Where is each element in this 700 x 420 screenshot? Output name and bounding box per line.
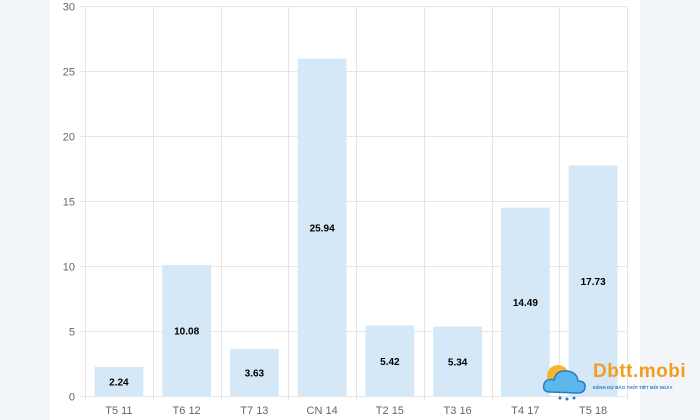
data-label: 3.63	[245, 368, 265, 379]
x-tick-label: T5 18	[579, 405, 607, 417]
bar	[568, 165, 618, 396]
data-label: 2.24	[109, 377, 129, 388]
x-tick-label: CN 14	[307, 405, 338, 417]
watermark-tagline: KÊNH DỰ BÁO THỜI TIẾT MỖI NGÀY	[593, 385, 673, 390]
x-tick-label: T7 13	[240, 405, 268, 417]
x-tick-label: T2 15	[376, 405, 404, 417]
x-tick-label: T5 11	[105, 405, 132, 417]
bar	[297, 58, 347, 396]
bar	[94, 366, 144, 396]
y-tick-label: 20	[63, 132, 75, 144]
data-label: 5.34	[448, 357, 468, 368]
y-tick-label: 10	[63, 262, 75, 274]
y-tick-label: 5	[69, 327, 75, 339]
data-label: 5.42	[380, 357, 400, 368]
bar	[433, 326, 483, 396]
bar	[365, 325, 415, 396]
y-tick-label: 25	[63, 67, 75, 79]
watermark-brand: Dbtt.mobi	[593, 361, 687, 382]
x-tick-label: T6 12	[173, 405, 201, 417]
watermark-logo: Dbtt.mobi KÊNH DỰ BÁO THỜI TIẾT MỖI NGÀY	[540, 358, 700, 403]
bar	[500, 207, 550, 396]
bar	[162, 264, 212, 396]
data-label: 17.73	[581, 277, 606, 288]
weather-cloud-icon	[542, 365, 586, 401]
data-label: 25.94	[310, 223, 335, 234]
y-tick-label: 0	[69, 392, 75, 404]
bar	[229, 348, 279, 396]
data-label: 14.49	[513, 298, 538, 309]
x-tick-label: T3 16	[444, 405, 472, 417]
y-tick-label: 30	[63, 2, 75, 14]
y-tick-label: 15	[63, 197, 75, 209]
data-label: 10.08	[174, 326, 199, 337]
x-tick-label: T4 17	[511, 405, 539, 417]
